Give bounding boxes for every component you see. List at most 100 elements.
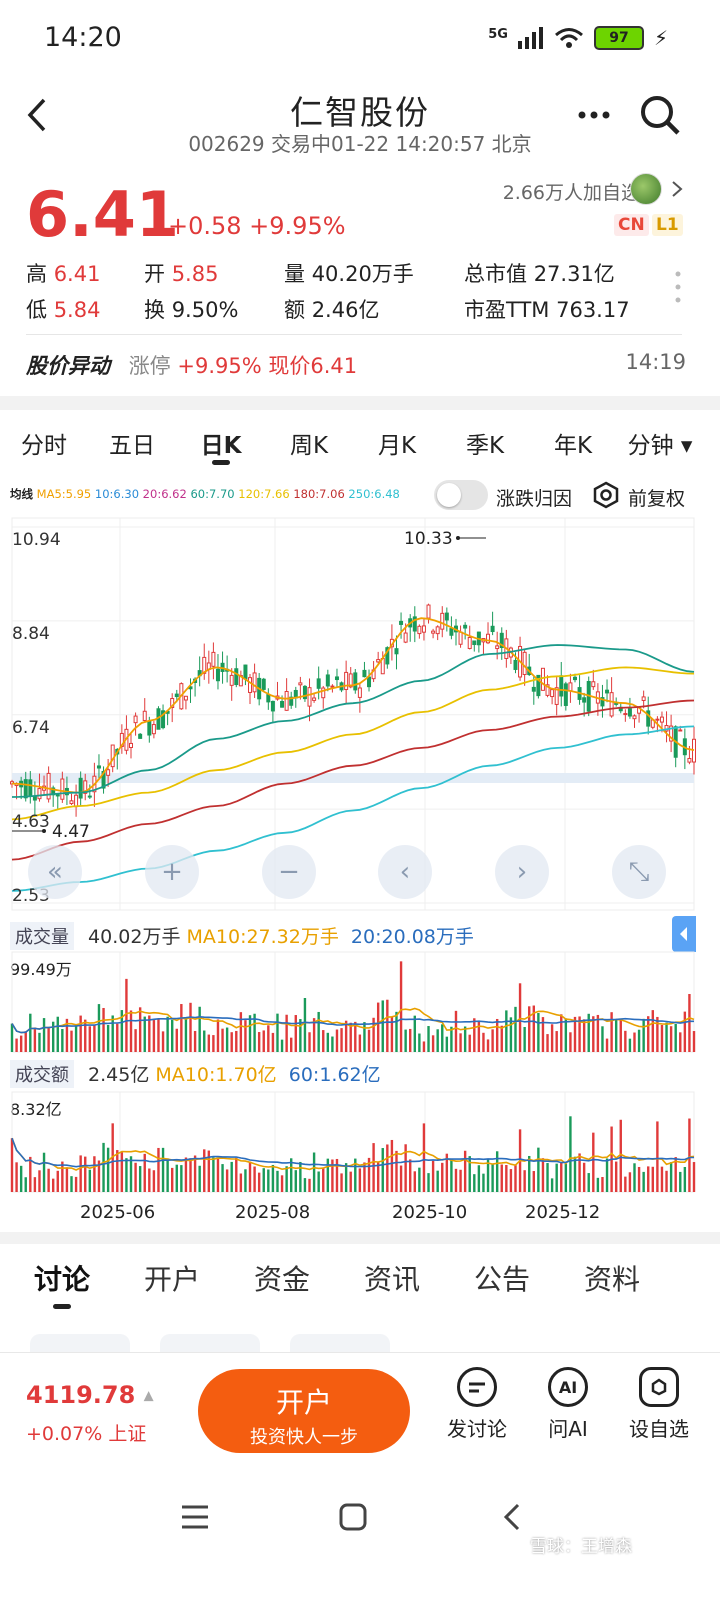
fullscreen-icon[interactable]: ⤡ (612, 845, 666, 899)
candle-body (440, 612, 445, 630)
candle-body (37, 788, 42, 800)
chevron-right-icon[interactable] (670, 180, 684, 198)
home-icon[interactable] (338, 1502, 368, 1532)
volume-bar (495, 1151, 499, 1192)
tab-open-account[interactable]: 开户 (143, 1263, 201, 1296)
volume-bar (436, 1170, 439, 1192)
candle-body (627, 708, 632, 717)
volume-bar (129, 1010, 133, 1052)
volume-bar (477, 1165, 481, 1192)
volume-bar (532, 1005, 535, 1052)
y-tick-label: 6.74 (12, 718, 50, 738)
tab-minute[interactable]: 分钟 ▾ (627, 433, 693, 459)
adjust-label[interactable]: 前复权 (628, 488, 686, 510)
filter-chip[interactable] (30, 1334, 130, 1354)
volume-bar (637, 1029, 641, 1052)
vertical-more-icon[interactable] (674, 270, 682, 304)
tab-funds[interactable]: 资金 (253, 1263, 311, 1296)
volume-bar (404, 1029, 407, 1052)
volume-bar (267, 1169, 270, 1192)
y-tick-label: 4.63 (12, 812, 50, 832)
price-alert[interactable]: 股价异动 涨停 +9.95% 现价6.41 14:19 (26, 350, 686, 380)
tab-monthly-k[interactable]: 月K (377, 433, 417, 459)
candle-body (632, 715, 637, 720)
watchers-count[interactable]: 2.66万人加自选 (502, 182, 640, 204)
candle-body (582, 697, 587, 703)
more-icon[interactable] (578, 110, 610, 120)
attribution-toggle[interactable] (434, 480, 488, 510)
avatar[interactable] (630, 173, 662, 205)
collapse-legend-button[interactable] (672, 916, 696, 952)
search-icon[interactable] (638, 93, 682, 137)
chevron-right-icon[interactable]: › (495, 845, 549, 899)
volume-bar (203, 1030, 206, 1052)
filter-chip[interactable] (290, 1334, 390, 1354)
tab-announcements[interactable]: 公告 (473, 1263, 531, 1296)
candle-body (591, 681, 596, 688)
settings-icon[interactable] (592, 481, 620, 509)
volume-bar (450, 1026, 453, 1052)
turnover-label: 换 (144, 298, 165, 322)
stock-name: 仁智股份 (290, 93, 430, 132)
volume-bar (546, 1163, 549, 1192)
index-value[interactable]: 4119.78 ▲ (26, 1381, 154, 1409)
zoom-in-icon[interactable]: + (145, 845, 199, 899)
rewind-icon[interactable]: « (28, 845, 82, 899)
tab-yearly-k[interactable]: 年K (553, 433, 593, 459)
tab-weekly-k[interactable]: 周K (289, 433, 329, 459)
open-account-button[interactable]: 开户 投资快人一步 (198, 1369, 410, 1453)
volume-bar (161, 1031, 165, 1052)
volume-bar (193, 1155, 197, 1192)
candle-body (531, 686, 536, 692)
charging-icon: ⚡ (653, 26, 668, 50)
tab-5day[interactable]: 五日 (109, 433, 155, 459)
ask-ai-button[interactable]: AI 问AI (528, 1367, 608, 1442)
back-icon[interactable] (24, 96, 50, 134)
tab-profile[interactable]: 资料 (583, 1263, 641, 1296)
add-watchlist-button[interactable]: 设自选 (619, 1367, 699, 1442)
candle-body (385, 647, 390, 665)
menu-icon[interactable] (180, 1504, 210, 1530)
amount-chart[interactable] (0, 1090, 720, 1194)
volume-ma20: 20:20.08万手 (350, 926, 474, 948)
tab-discussion[interactable]: 讨论 (33, 1263, 91, 1296)
back-nav-icon[interactable] (500, 1502, 524, 1532)
volume-bar (642, 1018, 645, 1052)
volume-bar (225, 1169, 229, 1192)
zoom-out-icon[interactable]: − (262, 845, 316, 899)
candle-body (96, 765, 101, 769)
volume-bar (180, 1165, 183, 1192)
volume-bar (358, 1168, 362, 1192)
post-discussion-button[interactable]: 发讨论 (437, 1367, 517, 1442)
volume-bar (656, 1121, 659, 1192)
volume-bar (51, 1178, 55, 1192)
volume-bar (317, 1011, 320, 1052)
tab-quarterly-k[interactable]: 季K (465, 433, 505, 459)
volume-bar (157, 1019, 160, 1052)
volume-ma10-line (11, 1137, 695, 1171)
tab-daily-k[interactable]: 日K (200, 433, 242, 459)
volume-bar (463, 1150, 467, 1192)
volume-bar (523, 1170, 526, 1192)
candle-body (55, 794, 60, 797)
candle-body (183, 695, 188, 701)
volume-bar (344, 1020, 348, 1052)
volume-bar (340, 1173, 343, 1192)
volume-bar (175, 1028, 178, 1052)
volume-bar (129, 1156, 133, 1192)
volume-bar (111, 1123, 114, 1192)
volume-chart[interactable] (0, 950, 720, 1054)
tab-intraday[interactable]: 分时 (21, 433, 67, 459)
volume-bar (509, 1017, 513, 1052)
filter-chip[interactable] (160, 1334, 260, 1354)
candle-body (376, 659, 381, 663)
volume-bar (38, 1170, 41, 1192)
volume-bar (624, 1030, 627, 1052)
volume-bar (381, 1000, 384, 1052)
tag-l1: L1 (652, 214, 683, 236)
candle-body (280, 701, 285, 708)
tab-news[interactable]: 资讯 (363, 1263, 421, 1296)
low-label: 低 (26, 298, 47, 322)
chevron-left-icon[interactable]: ‹ (378, 845, 432, 899)
